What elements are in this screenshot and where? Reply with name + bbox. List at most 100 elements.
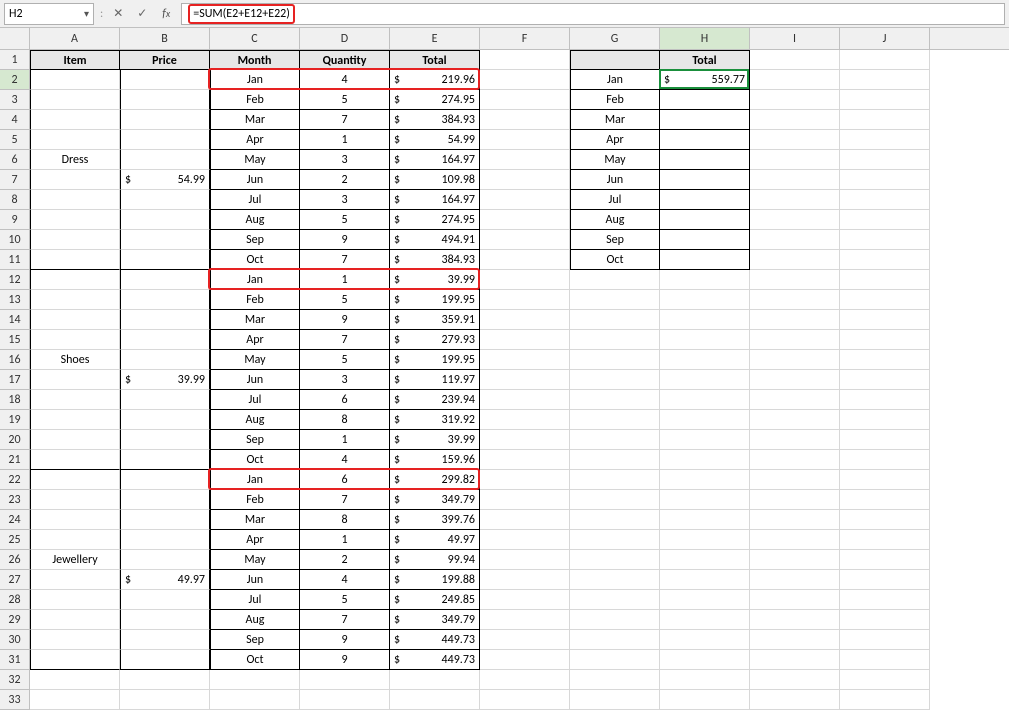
cell-B17[interactable]: $39.99 bbox=[120, 370, 210, 390]
cell-E24[interactable]: $399.76 bbox=[390, 510, 480, 530]
cell-E6[interactable]: $164.97 bbox=[390, 150, 480, 170]
cell-F32[interactable] bbox=[480, 670, 570, 690]
cell-G20[interactable] bbox=[570, 430, 660, 450]
cell-C17[interactable]: Jun bbox=[210, 370, 300, 390]
cell-C10[interactable]: Sep bbox=[210, 230, 300, 250]
cell-B20[interactable] bbox=[120, 430, 210, 450]
cell-G6[interactable]: May bbox=[570, 150, 660, 170]
cell-D12[interactable]: 1 bbox=[300, 270, 390, 290]
row-header-9[interactable]: 9 bbox=[0, 210, 30, 230]
cell-I14[interactable] bbox=[750, 310, 840, 330]
cell-B4[interactable] bbox=[120, 110, 210, 130]
cell-J11[interactable] bbox=[840, 250, 930, 270]
cell-E10[interactable]: $494.91 bbox=[390, 230, 480, 250]
cell-G15[interactable] bbox=[570, 330, 660, 350]
cell-G28[interactable] bbox=[570, 590, 660, 610]
cell-D11[interactable]: 7 bbox=[300, 250, 390, 270]
cell-D30[interactable]: 9 bbox=[300, 630, 390, 650]
cell-D23[interactable]: 7 bbox=[300, 490, 390, 510]
name-box[interactable]: H2 ▾ bbox=[4, 3, 94, 25]
cancel-formula-icon[interactable]: ✕ bbox=[109, 5, 127, 23]
cell-B12[interactable] bbox=[120, 270, 210, 290]
cell-B30[interactable] bbox=[120, 630, 210, 650]
cell-B27[interactable]: $49.97 bbox=[120, 570, 210, 590]
row-header-11[interactable]: 11 bbox=[0, 250, 30, 270]
cell-H24[interactable] bbox=[660, 510, 750, 530]
cell-G16[interactable] bbox=[570, 350, 660, 370]
column-header-A[interactable]: A bbox=[30, 28, 120, 49]
cell-F16[interactable] bbox=[480, 350, 570, 370]
cell-C24[interactable]: Mar bbox=[210, 510, 300, 530]
cell-B21[interactable] bbox=[120, 450, 210, 470]
cell-B31[interactable] bbox=[120, 650, 210, 670]
cell-A28[interactable] bbox=[30, 590, 120, 610]
cell-E16[interactable]: $199.95 bbox=[390, 350, 480, 370]
cell-A23[interactable] bbox=[30, 490, 120, 510]
cell-D25[interactable]: 1 bbox=[300, 530, 390, 550]
cell-E21[interactable]: $159.96 bbox=[390, 450, 480, 470]
cell-B7[interactable]: $54.99 bbox=[120, 170, 210, 190]
cell-G25[interactable] bbox=[570, 530, 660, 550]
cell-D16[interactable]: 5 bbox=[300, 350, 390, 370]
cell-C22[interactable]: Jan bbox=[210, 470, 300, 490]
cell-J9[interactable] bbox=[840, 210, 930, 230]
cell-B5[interactable] bbox=[120, 130, 210, 150]
cell-A31[interactable] bbox=[30, 650, 120, 670]
cell-J30[interactable] bbox=[840, 630, 930, 650]
cell-E27[interactable]: $199.88 bbox=[390, 570, 480, 590]
cell-H29[interactable] bbox=[660, 610, 750, 630]
row-header-21[interactable]: 21 bbox=[0, 450, 30, 470]
cell-B25[interactable] bbox=[120, 530, 210, 550]
cell-J16[interactable] bbox=[840, 350, 930, 370]
cell-D19[interactable]: 8 bbox=[300, 410, 390, 430]
cell-F7[interactable] bbox=[480, 170, 570, 190]
cell-F5[interactable] bbox=[480, 130, 570, 150]
cell-F18[interactable] bbox=[480, 390, 570, 410]
row-header-33[interactable]: 33 bbox=[0, 690, 30, 710]
cell-H33[interactable] bbox=[660, 690, 750, 710]
cell-D24[interactable]: 8 bbox=[300, 510, 390, 530]
cell-F17[interactable] bbox=[480, 370, 570, 390]
cell-C20[interactable]: Sep bbox=[210, 430, 300, 450]
cell-A20[interactable] bbox=[30, 430, 120, 450]
cell-A10[interactable] bbox=[30, 230, 120, 250]
cell-B29[interactable] bbox=[120, 610, 210, 630]
cell-A32[interactable] bbox=[30, 670, 120, 690]
cell-H27[interactable] bbox=[660, 570, 750, 590]
cell-G18[interactable] bbox=[570, 390, 660, 410]
row-header-14[interactable]: 14 bbox=[0, 310, 30, 330]
cell-I20[interactable] bbox=[750, 430, 840, 450]
cell-I18[interactable] bbox=[750, 390, 840, 410]
cell-B22[interactable] bbox=[120, 470, 210, 490]
cell-I6[interactable] bbox=[750, 150, 840, 170]
cell-G7[interactable]: Jun bbox=[570, 170, 660, 190]
cell-B15[interactable] bbox=[120, 330, 210, 350]
cell-J12[interactable] bbox=[840, 270, 930, 290]
cell-H14[interactable] bbox=[660, 310, 750, 330]
cell-G11[interactable]: Oct bbox=[570, 250, 660, 270]
cell-G8[interactable]: Jul bbox=[570, 190, 660, 210]
cell-D20[interactable]: 1 bbox=[300, 430, 390, 450]
cell-C27[interactable]: Jun bbox=[210, 570, 300, 590]
cell-D2[interactable]: 4 bbox=[300, 70, 390, 90]
cell-E19[interactable]: $319.92 bbox=[390, 410, 480, 430]
cell-B8[interactable] bbox=[120, 190, 210, 210]
cell-I27[interactable] bbox=[750, 570, 840, 590]
cell-B11[interactable] bbox=[120, 250, 210, 270]
cell-F22[interactable] bbox=[480, 470, 570, 490]
cell-H12[interactable] bbox=[660, 270, 750, 290]
cell-F28[interactable] bbox=[480, 590, 570, 610]
fx-icon[interactable]: fx bbox=[157, 5, 175, 23]
cell-E4[interactable]: $384.93 bbox=[390, 110, 480, 130]
cell-J5[interactable] bbox=[840, 130, 930, 150]
cell-F20[interactable] bbox=[480, 430, 570, 450]
cell-C14[interactable]: Mar bbox=[210, 310, 300, 330]
cell-F29[interactable] bbox=[480, 610, 570, 630]
cell-F26[interactable] bbox=[480, 550, 570, 570]
cell-J6[interactable] bbox=[840, 150, 930, 170]
cell-J24[interactable] bbox=[840, 510, 930, 530]
cell-C7[interactable]: Jun bbox=[210, 170, 300, 190]
cell-E22[interactable]: $299.82 bbox=[390, 470, 480, 490]
row-header-26[interactable]: 26 bbox=[0, 550, 30, 570]
cell-J17[interactable] bbox=[840, 370, 930, 390]
